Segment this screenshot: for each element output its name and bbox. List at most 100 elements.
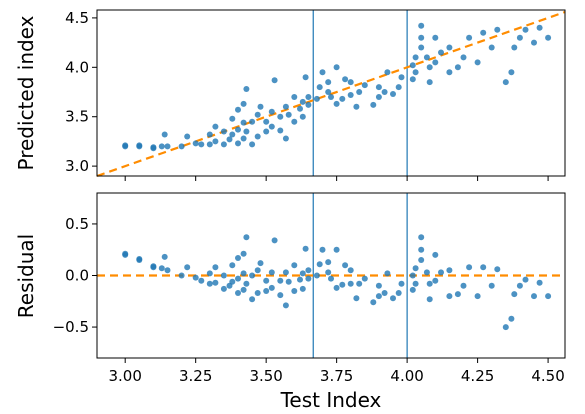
bottom-point-24 bbox=[235, 255, 241, 261]
bottom-point-85 bbox=[426, 296, 433, 303]
top-point-89 bbox=[446, 44, 453, 51]
top-point-33 bbox=[254, 111, 261, 118]
x-axis-label: Test Index bbox=[280, 388, 382, 412]
bottom-point-78 bbox=[412, 265, 419, 272]
bottom-point-77 bbox=[409, 272, 416, 279]
bottom-point-103 bbox=[531, 293, 537, 300]
predicted-vs-test-panel: 3.0 3.5 4.0 4.5 Predicted index bbox=[14, 9, 566, 181]
top-point-76 bbox=[409, 76, 416, 83]
top-point-15 bbox=[212, 138, 219, 145]
bottom-point-64 bbox=[347, 267, 354, 274]
top-point-72 bbox=[384, 69, 391, 76]
bottom-point-68 bbox=[370, 299, 377, 306]
bottom-point-31 bbox=[249, 272, 256, 279]
bottom-point-28 bbox=[243, 234, 250, 241]
top-point-13 bbox=[206, 141, 213, 148]
bottom-point-90 bbox=[446, 293, 453, 300]
top-point-104 bbox=[536, 24, 543, 31]
bottom-point-5 bbox=[150, 263, 157, 270]
top-point-63 bbox=[347, 92, 354, 98]
bottom-point-102 bbox=[522, 276, 529, 283]
bottom-point-55 bbox=[319, 246, 326, 253]
top-point-20 bbox=[229, 131, 236, 138]
bottom-point-67 bbox=[361, 275, 368, 282]
bottom-point-21 bbox=[229, 262, 236, 269]
top-point-51 bbox=[305, 101, 312, 108]
bottom-point-49 bbox=[299, 270, 306, 277]
top-point-42 bbox=[282, 135, 289, 142]
top-point-16 bbox=[212, 123, 219, 130]
top-reference-line bbox=[96, 10, 566, 178]
bottom-point-34 bbox=[257, 260, 264, 267]
top-point-45 bbox=[291, 118, 298, 125]
bottom-point-53 bbox=[313, 272, 320, 279]
bottom-point-82 bbox=[418, 234, 425, 241]
bottom-point-9 bbox=[178, 272, 185, 279]
bottom-xtick-label-3: 3.75 bbox=[320, 367, 353, 385]
bottom-point-13 bbox=[206, 280, 213, 287]
top-point-17 bbox=[220, 141, 227, 148]
top-point-88 bbox=[438, 49, 444, 56]
top-point-59 bbox=[333, 100, 340, 107]
top-point-57 bbox=[325, 79, 332, 86]
bottom-point-87 bbox=[432, 277, 439, 284]
bottom-point-76 bbox=[409, 286, 416, 293]
top-point-61 bbox=[339, 95, 346, 102]
bottom-ytick-label-0: −0.5 bbox=[53, 318, 89, 336]
top-point-77 bbox=[409, 62, 416, 69]
top-point-1 bbox=[122, 142, 129, 149]
top-ytick-label-2: 4.0 bbox=[65, 58, 89, 76]
bottom-point-57 bbox=[325, 259, 332, 266]
bottom-point-41 bbox=[277, 277, 284, 284]
bottom-point-23 bbox=[235, 275, 241, 282]
bottom-xtick-label-5: 4.25 bbox=[461, 367, 494, 385]
bottom-point-26 bbox=[240, 270, 247, 277]
top-point-69 bbox=[375, 94, 382, 100]
top-point-54 bbox=[316, 84, 323, 91]
bottom-point-20 bbox=[229, 278, 236, 285]
top-point-82 bbox=[418, 22, 425, 29]
bottom-point-48 bbox=[299, 285, 306, 292]
bottom-point-52 bbox=[305, 267, 312, 274]
bottom-point-22 bbox=[235, 290, 241, 296]
bottom-point-86 bbox=[432, 251, 439, 258]
top-point-86 bbox=[432, 34, 439, 41]
bottom-point-97 bbox=[494, 266, 501, 273]
top-point-40 bbox=[277, 127, 284, 134]
top-point-47 bbox=[297, 105, 303, 112]
top-point-93 bbox=[466, 34, 473, 41]
top-tick-layer: 3.0 3.5 4.0 4.5 bbox=[65, 9, 549, 181]
top-point-55 bbox=[319, 69, 326, 76]
top-point-26 bbox=[240, 119, 247, 126]
bottom-point-38 bbox=[268, 269, 275, 276]
bottom-xtick-label-0: 3.00 bbox=[108, 367, 141, 385]
bottom-point-81 bbox=[418, 246, 425, 253]
top-point-94 bbox=[474, 59, 481, 66]
top-point-35 bbox=[263, 128, 270, 135]
bottom-point-40 bbox=[277, 292, 284, 299]
bottom-point-8 bbox=[161, 253, 168, 260]
top-point-7 bbox=[164, 143, 171, 150]
bottom-point-14 bbox=[206, 270, 213, 277]
top-point-8 bbox=[161, 131, 168, 138]
top-point-64 bbox=[347, 79, 354, 86]
top-point-81 bbox=[418, 34, 425, 41]
top-point-65 bbox=[353, 103, 360, 110]
top-point-28 bbox=[243, 86, 250, 92]
top-point-91 bbox=[454, 64, 461, 71]
bottom-point-54 bbox=[316, 261, 323, 268]
bottom-point-100 bbox=[511, 291, 518, 298]
top-point-62 bbox=[342, 76, 349, 83]
top-point-12 bbox=[198, 141, 205, 148]
top-point-21 bbox=[229, 115, 236, 122]
bottom-point-60 bbox=[333, 246, 340, 253]
top-point-22 bbox=[235, 140, 241, 147]
top-point-102 bbox=[522, 26, 529, 33]
bottom-point-65 bbox=[353, 295, 360, 302]
top-point-78 bbox=[412, 54, 419, 61]
bottom-point-27 bbox=[240, 250, 247, 257]
bottom-point-29 bbox=[243, 280, 250, 287]
top-point-101 bbox=[516, 34, 523, 41]
bottom-point-47 bbox=[297, 276, 303, 283]
top-point-96 bbox=[488, 44, 495, 51]
